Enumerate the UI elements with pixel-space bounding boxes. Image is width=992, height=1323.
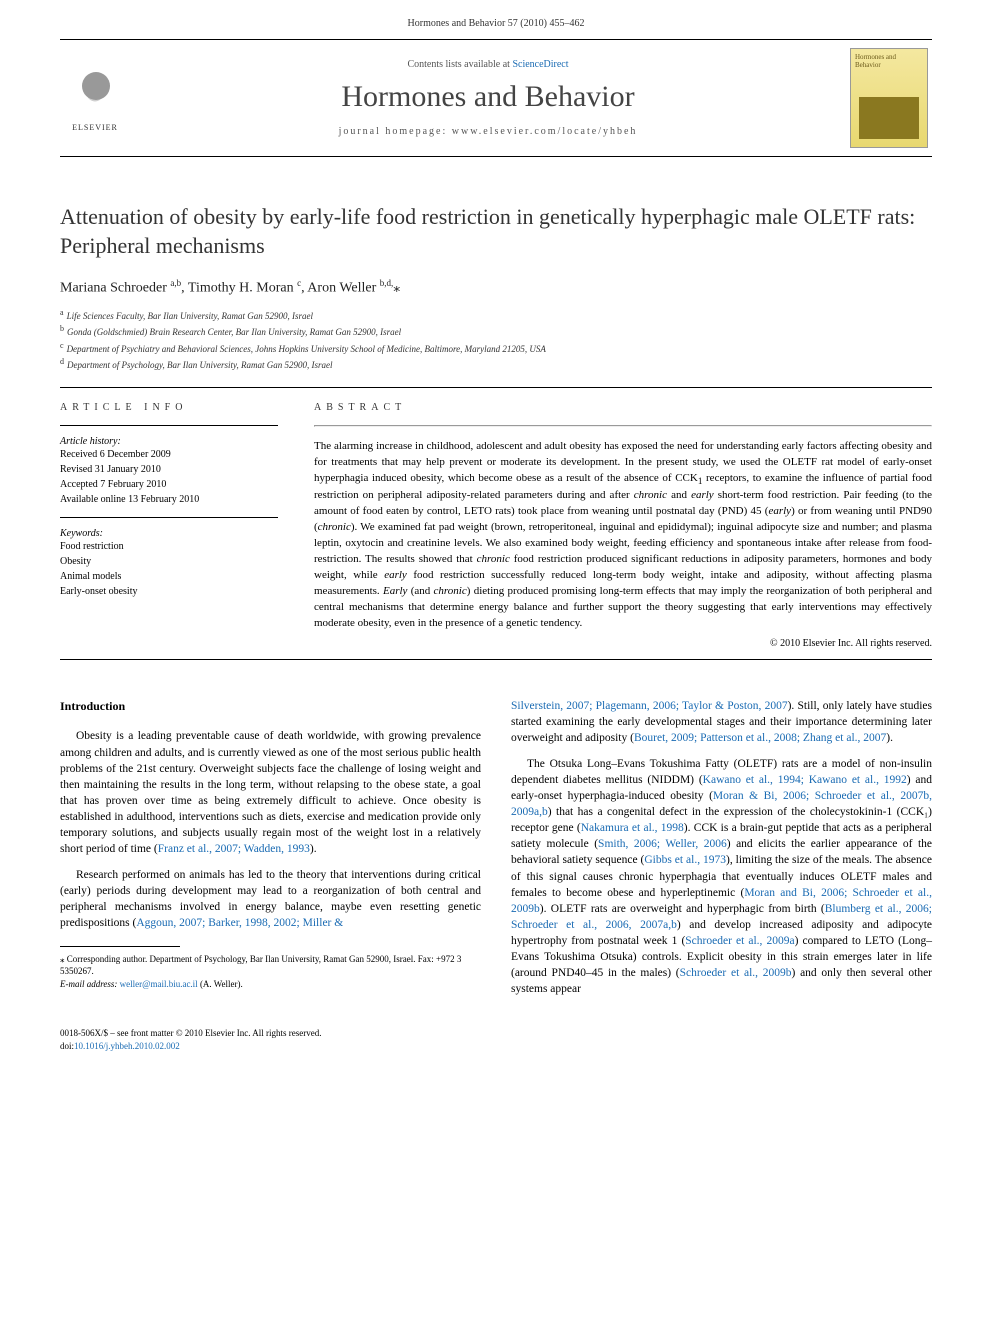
email-footnote: E-mail address: weller@mail.biu.ac.il (A… bbox=[60, 978, 481, 991]
journal-homepage: journal homepage: www.elsevier.com/locat… bbox=[130, 126, 846, 137]
intro-p3: The Otsuka Long–Evans Tokushima Fatty (O… bbox=[511, 756, 932, 997]
cite-smith[interactable]: Smith, 2006; Weller, 2006 bbox=[598, 838, 727, 850]
history-revised: Revised 31 January 2010 bbox=[60, 462, 278, 477]
abstract-heading: abstract bbox=[314, 402, 932, 413]
affiliation-b: bGonda (Goldschmied) Brain Research Cent… bbox=[60, 323, 932, 340]
citation-header: Hormones and Behavior 57 (2010) 455–462 bbox=[408, 18, 585, 29]
keywords-label: Keywords: bbox=[60, 528, 278, 539]
history-accepted: Accepted 7 February 2010 bbox=[60, 477, 278, 492]
article-front-matter: Attenuation of obesity by early-life foo… bbox=[60, 203, 932, 649]
abstract-copyright: © 2010 Elsevier Inc. All rights reserved… bbox=[314, 638, 932, 649]
history-online: Available online 13 February 2010 bbox=[60, 492, 278, 507]
sciencedirect-link[interactable]: ScienceDirect bbox=[512, 59, 568, 70]
journal-masthead: ELSEVIER Contents lists available at Sci… bbox=[60, 39, 932, 157]
email-link[interactable]: weller@mail.biu.ac.il bbox=[120, 979, 198, 989]
masthead-center: Contents lists available at ScienceDirec… bbox=[130, 49, 846, 147]
keyword-2: Animal models bbox=[60, 569, 278, 584]
body-columns: Introduction Obesity is a leading preven… bbox=[60, 698, 932, 1008]
journal-cover-thumb: Hormones and Behavior bbox=[850, 48, 928, 148]
cite-kawano[interactable]: Kawano et al., 1994; Kawano et al., 1992 bbox=[703, 774, 907, 786]
corresponding-footnote: ⁎ Corresponding author. Department of Ps… bbox=[60, 953, 481, 978]
intro-p2-cont: Silverstein, 2007; Plagemann, 2006; Tayl… bbox=[511, 698, 932, 746]
cite-franz[interactable]: Franz et al., 2007; Wadden, 1993 bbox=[158, 843, 310, 855]
history-received: Received 6 December 2009 bbox=[60, 447, 278, 462]
affiliation-d: dDepartment of Psychology, Bar Ilan Univ… bbox=[60, 356, 932, 373]
corresponding-marker: ⁎ bbox=[393, 281, 400, 296]
article-title: Attenuation of obesity by early-life foo… bbox=[60, 203, 932, 260]
elsevier-logo: ELSEVIER bbox=[60, 40, 130, 156]
footnote-separator bbox=[60, 946, 180, 947]
front-matter-copyright: 0018-506X/$ – see front matter © 2010 El… bbox=[60, 1027, 932, 1040]
cite-schroeder-b[interactable]: Schroeder et al., 2009b bbox=[680, 967, 792, 979]
cite-gibbs[interactable]: Gibbs et al., 1973 bbox=[644, 854, 726, 866]
doi-block: 0018-506X/$ – see front matter © 2010 El… bbox=[60, 1027, 932, 1052]
cite-schroeder-a[interactable]: Schroeder et al., 2009a bbox=[685, 935, 794, 947]
author-list: Mariana Schroeder a,b, Timothy H. Moran … bbox=[60, 278, 932, 297]
elsevier-tree-icon bbox=[70, 64, 120, 119]
keyword-0: Food restriction bbox=[60, 539, 278, 554]
contents-available: Contents lists available at ScienceDirec… bbox=[130, 59, 846, 70]
history-lines: Received 6 December 2009 Revised 31 Janu… bbox=[60, 447, 278, 507]
info-rule-1 bbox=[60, 425, 278, 426]
info-abstract-row: article info Article history: Received 6… bbox=[60, 387, 932, 649]
body-col-left: Introduction Obesity is a leading preven… bbox=[60, 698, 481, 1008]
abstract-text: The alarming increase in childhood, adol… bbox=[314, 439, 932, 632]
footnotes: ⁎ Corresponding author. Department of Ps… bbox=[60, 953, 481, 991]
info-rule-2 bbox=[60, 517, 278, 518]
cite-silverstein[interactable]: Silverstein, 2007; Plagemann, 2006; Tayl… bbox=[511, 700, 788, 712]
keywords-lines: Food restriction Obesity Animal models E… bbox=[60, 539, 278, 599]
doi-line: doi:10.1016/j.yhbeh.2010.02.002 bbox=[60, 1040, 932, 1053]
doi-link[interactable]: 10.1016/j.yhbeh.2010.02.002 bbox=[74, 1041, 180, 1051]
intro-p2: Research performed on animals has led to… bbox=[60, 867, 481, 931]
article-info-heading: article info bbox=[60, 402, 278, 413]
running-header: Hormones and Behavior 57 (2010) 455–462 bbox=[0, 0, 992, 39]
front-matter-end-rule bbox=[60, 659, 932, 660]
intro-heading: Introduction bbox=[60, 698, 481, 715]
keyword-3: Early-onset obesity bbox=[60, 584, 278, 599]
cite-aggoun[interactable]: Aggoun, 2007; Barker, 1998, 2002; Miller… bbox=[136, 917, 343, 929]
homepage-url: www.elsevier.com/locate/yhbeh bbox=[452, 126, 638, 137]
cite-nakamura[interactable]: Nakamura et al., 1998 bbox=[581, 822, 684, 834]
affiliations: aLife Sciences Faculty, Bar Ilan Univers… bbox=[60, 307, 932, 373]
abstract-rule bbox=[314, 425, 932, 427]
abstract-col: abstract The alarming increase in childh… bbox=[314, 388, 932, 649]
affiliation-c: cDepartment of Psychiatry and Behavioral… bbox=[60, 340, 932, 357]
body-col-right: Silverstein, 2007; Plagemann, 2006; Tayl… bbox=[511, 698, 932, 1008]
history-label: Article history: bbox=[60, 436, 278, 447]
article-info-col: article info Article history: Received 6… bbox=[60, 388, 278, 649]
elsevier-label: ELSEVIER bbox=[72, 123, 118, 132]
cite-bouret[interactable]: Bouret, 2009; Patterson et al., 2008; Zh… bbox=[634, 732, 886, 744]
affiliation-a: aLife Sciences Faculty, Bar Ilan Univers… bbox=[60, 307, 932, 324]
keyword-1: Obesity bbox=[60, 554, 278, 569]
journal-title: Hormones and Behavior bbox=[130, 80, 846, 114]
intro-p1: Obesity is a leading preventable cause o… bbox=[60, 728, 481, 857]
